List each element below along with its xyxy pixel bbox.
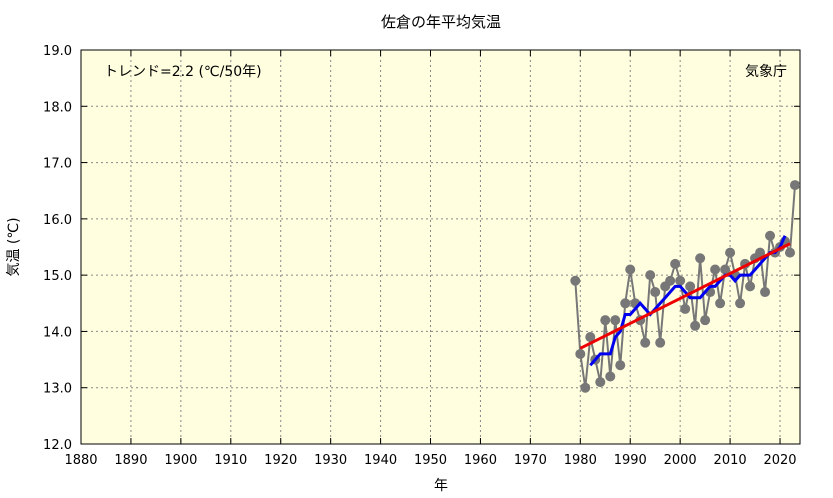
- x-tick-label: 1990: [614, 453, 647, 468]
- annual-point: [610, 315, 621, 326]
- x-tick-label: 1900: [164, 453, 197, 468]
- y-tick-label: 18.0: [43, 100, 72, 115]
- y-tick-label: 19.0: [43, 44, 72, 59]
- annual-point: [675, 275, 686, 286]
- x-tick-label: 1960: [464, 453, 497, 468]
- annual-point: [690, 320, 701, 331]
- annual-point: [640, 337, 651, 348]
- y-tick-labels: 12.0 13.0 14.0 15.0 16.0 17.0 18.0 19.0: [43, 44, 72, 453]
- annual-point: [595, 377, 606, 388]
- annual-point: [720, 264, 731, 275]
- x-tick-label: 1880: [64, 453, 97, 468]
- source-annotation: 気象庁: [745, 64, 787, 80]
- annual-point: [725, 247, 736, 258]
- annual-point: [695, 253, 706, 264]
- x-tick-label: 1970: [514, 453, 547, 468]
- trend-series: [579, 242, 791, 350]
- annual-point: [785, 247, 796, 258]
- x-tick-label: 1920: [264, 453, 297, 468]
- annual-point: [600, 315, 611, 326]
- annual-point: [715, 298, 726, 309]
- annual-point: [685, 281, 696, 292]
- trend-line: [579, 242, 791, 350]
- annual-point: [605, 371, 616, 382]
- annual-point: [765, 230, 776, 241]
- y-axis-title: 気温 (℃): [6, 217, 22, 276]
- annual-point: [615, 360, 626, 371]
- y-tick-label: 17.0: [43, 157, 72, 172]
- plot-area: [80, 49, 801, 445]
- annual-point: [570, 275, 581, 286]
- annual-point: [710, 264, 721, 275]
- x-tick-label: 2010: [714, 453, 747, 468]
- annual-point: [745, 281, 756, 292]
- y-tick-label: 15.0: [43, 269, 72, 284]
- trend-annotation: トレンド=2.2 (℃/50年): [104, 64, 262, 80]
- annual-point: [760, 287, 771, 298]
- annual-point: [680, 303, 691, 314]
- annual-point: [755, 247, 766, 258]
- x-axis-title: 年: [434, 478, 448, 494]
- x-tick-label: 1940: [364, 453, 397, 468]
- y-tick-label: 13.0: [43, 382, 72, 397]
- x-tick-label: 2000: [664, 453, 697, 468]
- y-tick-label: 12.0: [43, 438, 72, 453]
- x-tick-label: 1890: [114, 453, 147, 468]
- y-tick-label: 14.0: [43, 325, 72, 340]
- grid-lines: [80, 49, 800, 445]
- y-tick-label: 16.0: [43, 213, 72, 228]
- annual-point: [700, 315, 711, 326]
- annual-point: [585, 332, 596, 343]
- annual-point: [735, 298, 746, 309]
- annual-point: [620, 298, 631, 309]
- x-tick-label: 1950: [414, 453, 447, 468]
- chart-title: 佐倉の年平均気温: [381, 13, 501, 31]
- annual-point: [670, 258, 681, 269]
- annual-point: [575, 348, 586, 359]
- annual-point: [625, 264, 636, 275]
- x-tick-label: 2020: [763, 453, 796, 468]
- x-tick-label: 1980: [564, 453, 597, 468]
- annual-point: [790, 180, 801, 191]
- annual-point: [655, 337, 666, 348]
- annual-point: [645, 270, 656, 281]
- x-tick-label: 1930: [314, 453, 347, 468]
- x-tick-label: 1910: [214, 453, 247, 468]
- x-tick-labels: 1880 1890 1900 1910 1920 1930 1940 1950 1960 1970…: [64, 453, 796, 468]
- annual-point: [580, 382, 591, 393]
- annual-point: [650, 287, 661, 298]
- annual-point: [665, 275, 676, 286]
